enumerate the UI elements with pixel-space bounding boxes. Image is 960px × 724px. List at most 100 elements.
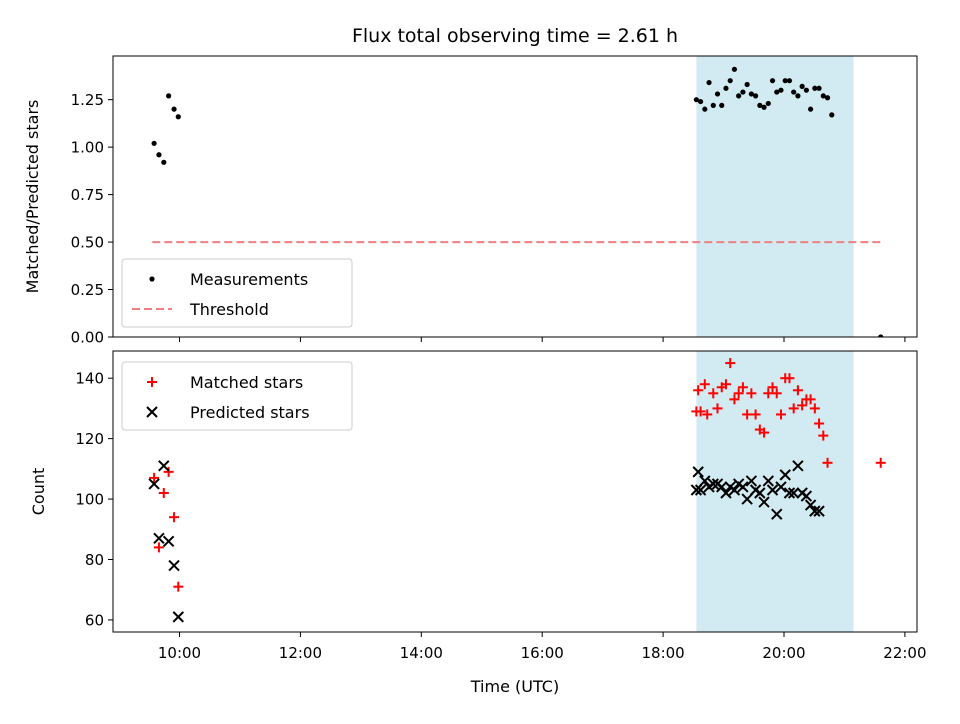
data-point bbox=[822, 457, 833, 468]
data-point bbox=[720, 379, 731, 390]
data-point bbox=[757, 102, 763, 108]
data-point bbox=[695, 406, 706, 417]
data-point bbox=[148, 478, 160, 490]
data-point bbox=[771, 508, 783, 520]
data-point bbox=[808, 106, 814, 112]
y-tick-label: 1.25 bbox=[71, 91, 104, 109]
data-point bbox=[813, 505, 825, 517]
data-point bbox=[699, 475, 711, 487]
data-point bbox=[151, 140, 157, 146]
x-marker-b bbox=[716, 481, 728, 493]
x-axis-label: Time (UTC) bbox=[470, 677, 559, 696]
x-marker-b bbox=[762, 475, 774, 487]
data-point bbox=[818, 430, 829, 441]
axes-frame bbox=[112, 55, 918, 338]
data-point bbox=[766, 484, 779, 496]
data-point bbox=[782, 78, 788, 84]
x-marker-b bbox=[707, 478, 719, 490]
data-point bbox=[814, 418, 825, 429]
x-tick-label: 20:00 bbox=[762, 644, 805, 662]
x-marker-b bbox=[787, 487, 800, 499]
data-point bbox=[729, 394, 740, 405]
x-tick-label: 12:00 bbox=[279, 644, 322, 662]
data-point bbox=[816, 85, 822, 91]
y-tick-label: 1.00 bbox=[71, 139, 104, 157]
data-point bbox=[759, 427, 770, 438]
data-point bbox=[799, 83, 805, 89]
data-point bbox=[741, 493, 753, 505]
data-point bbox=[761, 104, 767, 110]
data-point bbox=[158, 460, 170, 472]
y-tick-label: 140 bbox=[75, 370, 104, 388]
data-point bbox=[161, 159, 167, 165]
data-point bbox=[783, 487, 796, 499]
data-point bbox=[692, 466, 704, 478]
observing-window-span bbox=[696, 56, 854, 337]
axes-frame bbox=[112, 350, 918, 633]
y-tick-label: 120 bbox=[75, 430, 104, 448]
x-marker-b bbox=[758, 496, 770, 508]
x-marker-b bbox=[728, 484, 741, 496]
data-point bbox=[728, 484, 741, 496]
data-point bbox=[745, 475, 758, 487]
y-tick-label: 80 bbox=[85, 551, 104, 569]
data-point bbox=[771, 388, 782, 399]
x-tick-label: 10:00 bbox=[158, 644, 201, 662]
data-point bbox=[763, 388, 774, 399]
x-marker-b bbox=[694, 484, 707, 496]
plot-area bbox=[151, 66, 884, 337]
y-axis-label-ratio: Matched/Predicted stars bbox=[23, 100, 42, 294]
data-point bbox=[153, 542, 164, 553]
data-point bbox=[824, 95, 831, 101]
legend-marker-dot bbox=[149, 276, 155, 282]
chart-title: Flux total observing time = 2.61 h bbox=[352, 25, 678, 47]
legend-label: Measurements bbox=[190, 270, 308, 289]
data-point bbox=[693, 97, 699, 103]
y-tick-label: 100 bbox=[75, 491, 104, 509]
data-point bbox=[702, 409, 713, 420]
x-marker-b bbox=[792, 460, 804, 472]
panel-ratio: 0.00 0.25 0.50 0.75 1.00 1.25 Measurements Thre… bbox=[71, 55, 918, 347]
data-point bbox=[754, 487, 766, 499]
data-point bbox=[792, 385, 803, 396]
data-point bbox=[778, 87, 784, 93]
x-marker-b bbox=[153, 532, 165, 545]
x-tick-label: 16:00 bbox=[521, 644, 564, 662]
data-point bbox=[758, 496, 770, 508]
x-marker-b bbox=[168, 559, 180, 572]
x-marker-b bbox=[162, 535, 175, 548]
data-point bbox=[702, 106, 708, 112]
data-point bbox=[710, 102, 716, 108]
data-point bbox=[733, 388, 744, 399]
legend: Measurements Threshold bbox=[121, 258, 353, 328]
x-marker-b bbox=[804, 499, 817, 511]
y-tick-label: 0.00 bbox=[71, 329, 104, 347]
legend-label: Predicted stars bbox=[190, 403, 310, 422]
data-point bbox=[707, 478, 719, 490]
data-point bbox=[740, 89, 746, 95]
data-point bbox=[169, 512, 180, 523]
data-point bbox=[805, 394, 816, 405]
data-point bbox=[762, 475, 774, 487]
data-point bbox=[875, 457, 886, 468]
data-point bbox=[769, 78, 776, 84]
series-predicted-stars bbox=[148, 460, 825, 623]
data-point bbox=[166, 93, 172, 99]
data-point bbox=[156, 152, 162, 158]
x-marker-b bbox=[771, 508, 783, 520]
data-point bbox=[712, 403, 723, 414]
series-measurements bbox=[151, 66, 884, 337]
x-marker-b bbox=[172, 611, 184, 623]
data-point bbox=[173, 581, 184, 592]
x-tick-label: 18:00 bbox=[641, 644, 684, 662]
data-point bbox=[158, 488, 169, 499]
data-point bbox=[765, 100, 771, 107]
data-point bbox=[788, 403, 799, 414]
x-marker-b bbox=[699, 475, 711, 487]
x-marker-b bbox=[720, 487, 732, 499]
data-point bbox=[714, 91, 721, 97]
data-point bbox=[800, 490, 813, 502]
data-point bbox=[737, 481, 749, 493]
